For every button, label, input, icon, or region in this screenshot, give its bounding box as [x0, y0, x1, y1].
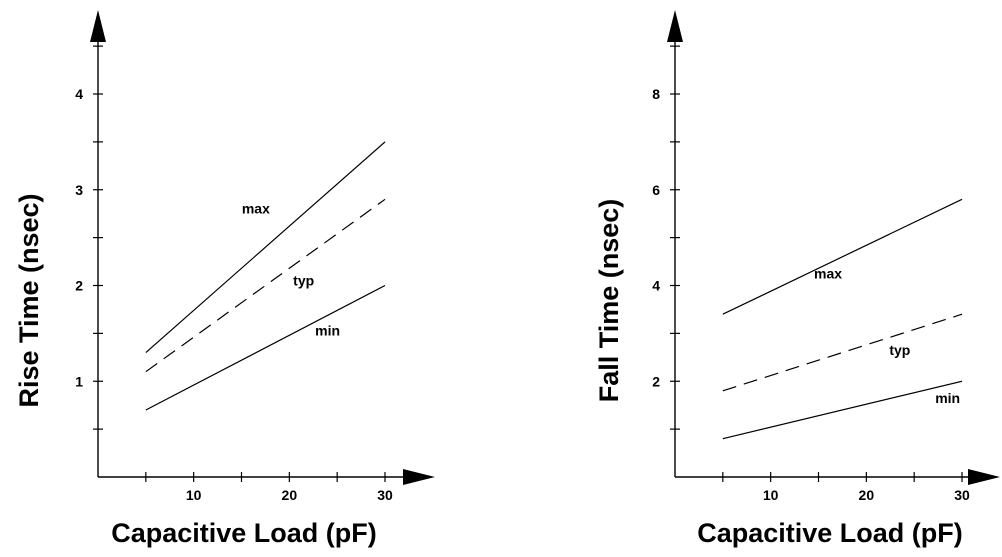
y-tick-label: 4	[652, 278, 660, 294]
series-line-typ	[145, 198, 386, 373]
x-axis-title: Capacitive Load (pF)	[697, 518, 963, 548]
y-tick-label: 2	[652, 373, 660, 389]
series-line-typ	[722, 313, 963, 392]
x-tick-label: 10	[186, 487, 202, 503]
series-label-min: min	[315, 322, 340, 338]
y-tick-label: 1	[75, 373, 83, 389]
y-tick-label: 6	[652, 182, 660, 198]
x-tick-label: 30	[377, 487, 393, 503]
y-tick-label: 3	[75, 182, 83, 198]
series-line-min	[722, 380, 963, 440]
x-tick-label: 30	[954, 487, 970, 503]
y-axis-arrow	[667, 10, 683, 42]
series-line-min	[145, 284, 386, 411]
x-axis-arrow	[968, 469, 1000, 485]
chart-panel-2: 10 20 30 2 4 6 8 max typ min Capacitive Load (pF) F…	[594, 10, 1000, 548]
x-tick-label: 10	[763, 487, 779, 503]
y-tick-label: 4	[75, 86, 83, 102]
x-tick-label: 20	[859, 487, 875, 503]
y-axis-title: Rise Time (nsec)	[14, 193, 44, 407]
series-line-max	[722, 198, 963, 315]
y-axis-title: Fall Time (nsec)	[594, 199, 624, 403]
series-label-max: max	[242, 201, 270, 217]
chart-panel-1: 10 20 30 1 2 3 4 max typ min Capacitive Load (pF) R…	[14, 10, 435, 548]
y-tick-label: 8	[652, 86, 660, 102]
series-label-typ: typ	[889, 342, 910, 358]
series-line-max	[145, 141, 386, 353]
series-label-typ: typ	[293, 273, 314, 289]
series-label-min: min	[935, 390, 960, 406]
x-tick-label: 20	[282, 487, 298, 503]
y-axis-arrow	[90, 10, 106, 42]
y-tick-label: 2	[75, 278, 83, 294]
series-label-max: max	[814, 265, 842, 281]
x-axis-arrow	[403, 469, 435, 485]
x-axis-title: Capacitive Load (pF)	[111, 518, 377, 548]
